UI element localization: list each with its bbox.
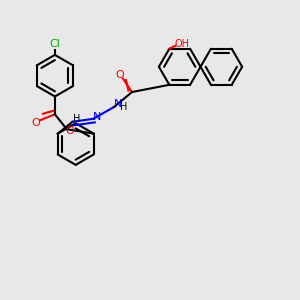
Text: N: N [93, 112, 101, 122]
Text: H: H [73, 114, 81, 124]
Text: O: O [31, 118, 40, 128]
Text: Cl: Cl [50, 39, 60, 49]
Text: N: N [113, 99, 122, 109]
Text: H: H [120, 102, 127, 112]
Text: O: O [65, 126, 74, 136]
Text: OH: OH [174, 39, 189, 49]
Text: O: O [115, 70, 124, 80]
